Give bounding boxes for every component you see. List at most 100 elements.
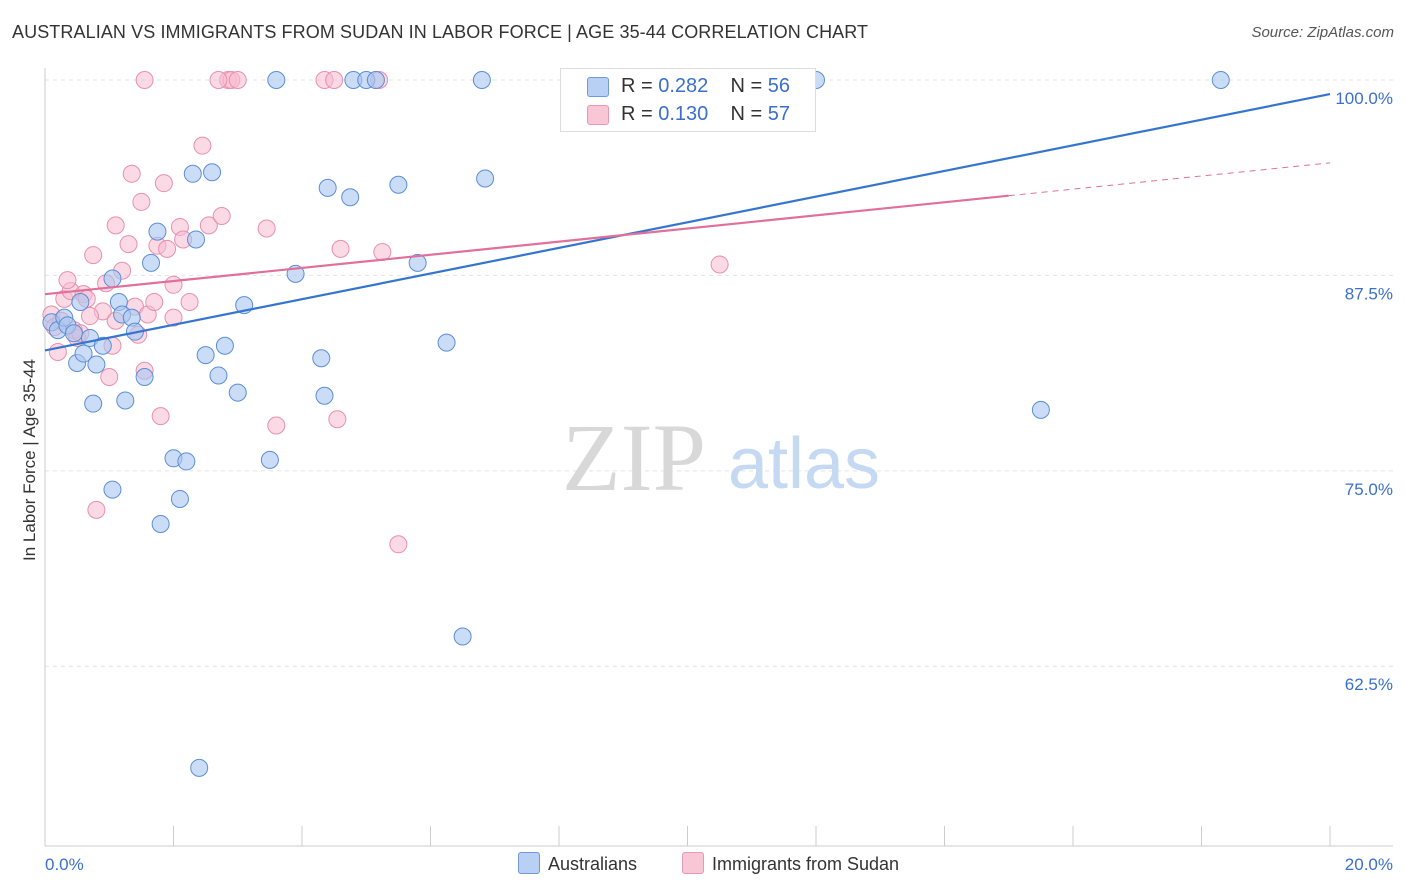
point-sudan bbox=[212, 207, 231, 226]
bottom-legend-label: Immigrants from Sudan bbox=[712, 854, 900, 874]
point-australians bbox=[170, 489, 189, 508]
point-sudan bbox=[199, 216, 218, 235]
point-sudan bbox=[228, 71, 247, 89]
point-australians bbox=[260, 450, 279, 469]
watermark-zip: ZIP bbox=[562, 404, 706, 511]
point-sudan bbox=[257, 219, 276, 238]
point-australians bbox=[215, 336, 234, 355]
point-australians bbox=[183, 164, 202, 183]
point-sudan bbox=[193, 136, 212, 155]
y-tick-label: 100.0% bbox=[1335, 89, 1393, 108]
point-australians bbox=[472, 71, 491, 89]
x-tick-label: 20.0% bbox=[1345, 855, 1393, 874]
point-australians bbox=[93, 336, 112, 355]
point-sudan bbox=[158, 239, 177, 258]
point-australians bbox=[64, 324, 83, 343]
point-sudan bbox=[325, 71, 344, 89]
point-sudan bbox=[373, 242, 392, 261]
point-sudan bbox=[132, 192, 151, 211]
point-sudan bbox=[710, 255, 729, 274]
point-australians bbox=[151, 514, 170, 533]
trend-line-sudan-extension bbox=[1008, 162, 1331, 197]
point-sudan bbox=[164, 308, 183, 327]
point-australians bbox=[453, 627, 472, 646]
watermark-atlas: atlas bbox=[728, 424, 880, 504]
point-australians bbox=[87, 355, 106, 374]
chart-title: AUSTRALIAN VS IMMIGRANTS FROM SUDAN IN L… bbox=[12, 22, 869, 42]
point-australians bbox=[177, 452, 196, 471]
point-australians bbox=[1211, 71, 1230, 89]
point-australians bbox=[186, 230, 205, 249]
point-sudan bbox=[328, 410, 347, 429]
point-sudan bbox=[180, 292, 199, 311]
y-tick-label: 75.0% bbox=[1345, 480, 1393, 499]
point-australians bbox=[312, 349, 331, 368]
legend-r-label: R = bbox=[621, 103, 653, 125]
point-australians bbox=[389, 175, 408, 194]
point-australians bbox=[196, 346, 215, 365]
point-australians bbox=[148, 222, 167, 241]
legend-n-value: 56 bbox=[767, 75, 791, 97]
point-sudan bbox=[80, 307, 99, 326]
point-sudan bbox=[58, 271, 77, 290]
legend-n-value: 57 bbox=[767, 103, 791, 125]
point-australians bbox=[1031, 400, 1050, 419]
bottom-legend-sudan: Immigrants from Sudan bbox=[682, 852, 899, 875]
legend-r-label: R = bbox=[621, 75, 653, 97]
point-australians bbox=[437, 333, 456, 352]
point-sudan bbox=[106, 216, 125, 235]
point-sudan bbox=[389, 535, 408, 554]
point-sudan bbox=[151, 407, 170, 426]
point-australians bbox=[103, 269, 122, 288]
point-sudan bbox=[87, 500, 106, 519]
legend: R = 0.282 N = 56 R = 0.130 N = 57 bbox=[560, 68, 816, 132]
point-australians bbox=[135, 368, 154, 387]
grid-lines bbox=[45, 79, 1393, 667]
point-sudan bbox=[154, 174, 173, 193]
trend-lines bbox=[44, 92, 1331, 352]
data-points bbox=[42, 71, 1230, 777]
y-tick-label: 62.5% bbox=[1345, 675, 1393, 694]
point-australians bbox=[318, 178, 337, 197]
point-australians bbox=[408, 253, 427, 272]
point-australians bbox=[366, 71, 385, 89]
point-sudan bbox=[119, 235, 138, 254]
point-australians bbox=[190, 758, 209, 777]
point-sudan bbox=[84, 246, 103, 265]
legend-swatch-pink bbox=[587, 105, 609, 125]
point-sudan bbox=[164, 275, 183, 294]
axes bbox=[44, 68, 1393, 847]
point-sudan bbox=[209, 71, 228, 89]
point-australians bbox=[267, 71, 286, 89]
trend-line-australians bbox=[44, 92, 1331, 352]
point-australians bbox=[209, 366, 228, 385]
bottom-legend-australians: Australians bbox=[518, 852, 637, 875]
legend-n-label: N = bbox=[730, 75, 763, 97]
point-sudan bbox=[100, 368, 119, 387]
point-australians bbox=[84, 394, 103, 413]
point-australians bbox=[476, 169, 495, 188]
legend-swatch-blue bbox=[587, 77, 609, 97]
point-australians bbox=[315, 386, 334, 405]
trend-line-sudan bbox=[44, 194, 1009, 296]
point-australians bbox=[116, 391, 135, 410]
point-sudan bbox=[267, 416, 286, 435]
watermark: ZIP atlas bbox=[562, 404, 880, 511]
point-sudan bbox=[135, 71, 154, 89]
legend-n-label: N = bbox=[730, 103, 763, 125]
source-label: Source: ZipAtlas.com bbox=[1251, 24, 1394, 41]
x-tick-label: 0.0% bbox=[45, 855, 84, 874]
bottom-legend-label: Australians bbox=[548, 854, 638, 874]
point-sudan bbox=[122, 164, 141, 183]
point-australians bbox=[142, 253, 161, 272]
legend-r-value: 0.282 bbox=[658, 75, 709, 97]
x-tick-labels: 0.0% 20.0% bbox=[45, 855, 1393, 874]
point-australians bbox=[341, 188, 360, 207]
point-australians bbox=[203, 163, 222, 182]
y-tick-label: 87.5% bbox=[1345, 284, 1393, 303]
y-tick-labels: 62.5% 75.0% 87.5% 100.0% bbox=[1335, 89, 1393, 694]
legend-r-value: 0.130 bbox=[658, 103, 709, 125]
point-australians bbox=[228, 383, 247, 402]
bottom-legend-swatch-pink bbox=[682, 852, 704, 874]
